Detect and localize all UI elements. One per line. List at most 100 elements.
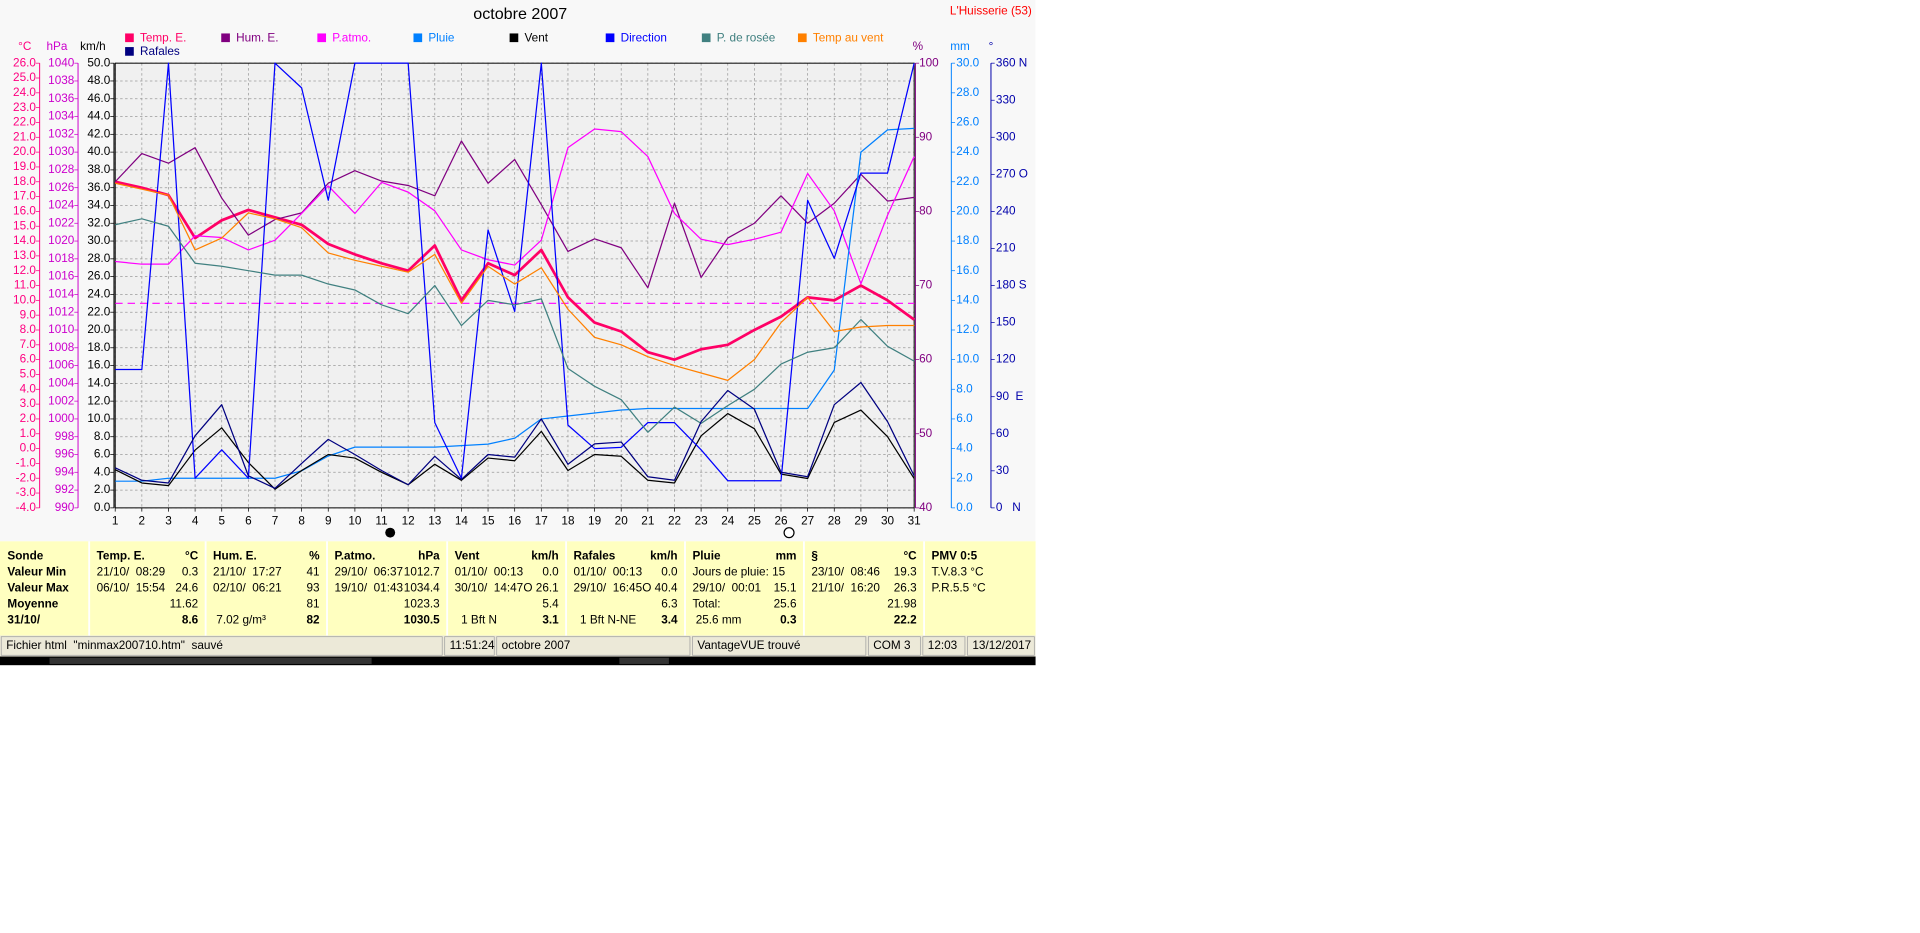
table-cell-label: 29/10/ 06:37 xyxy=(334,565,403,578)
y-tick-label: 14.0 xyxy=(13,234,36,247)
table-cell-label: 21/10/ 17:27 xyxy=(213,565,282,578)
y-tick-label: 26.0 xyxy=(956,116,979,129)
series-line xyxy=(115,62,915,482)
y-tick-label: 270 O xyxy=(996,167,1028,180)
y-tick-label: 120 xyxy=(996,353,1016,366)
y-tick-label: 20.0 xyxy=(13,145,36,158)
y-tick-label: 1040 xyxy=(48,56,75,69)
legend-label: Hum. E. xyxy=(236,32,278,45)
y-tick-label: 3.0 xyxy=(20,397,37,410)
y-tick-label: 23.0 xyxy=(13,101,36,114)
table-cell-value: 82 xyxy=(307,614,321,627)
table-cell-value: 81 xyxy=(307,598,320,611)
y-tick-label: 6.0 xyxy=(20,353,37,366)
legend-swatch xyxy=(509,33,519,43)
x-tick-label: 27 xyxy=(801,515,814,528)
y-tick-label: 8.0 xyxy=(956,382,973,395)
y-tick-label: 210 xyxy=(996,242,1016,255)
table-header: Temp. E. xyxy=(97,549,145,562)
series-line xyxy=(114,140,915,289)
series-line xyxy=(115,182,915,382)
y-tick-label: 1010 xyxy=(48,323,75,336)
y-tick-label: 46.0 xyxy=(87,92,110,105)
legend-label: Temp au vent xyxy=(813,32,884,45)
status-section xyxy=(922,636,966,656)
y-tick-label: 40 xyxy=(919,501,933,514)
table-cell-value: 1012.7 xyxy=(404,565,440,578)
x-tick-label: 24 xyxy=(721,515,735,528)
table-cell-label: 1 Bft N xyxy=(455,614,497,627)
y-tick-label: 90 E xyxy=(996,390,1024,403)
moon-icon xyxy=(783,527,795,539)
table-cell-label: 01/10/ 00:13 xyxy=(574,565,643,578)
legend-label: Pluie xyxy=(428,32,455,45)
table-cell-value: 1023.3 xyxy=(404,598,440,611)
legend-swatch xyxy=(701,33,711,43)
y-tick-label: 1038 xyxy=(48,74,75,87)
x-tick-label: 6 xyxy=(245,515,252,528)
table-cell-label: T.V.8.3 °C xyxy=(932,565,984,578)
y-tick-label: 24.0 xyxy=(956,145,979,158)
table-unit: km/h xyxy=(650,549,677,562)
table-cell-value: 0.3 xyxy=(182,565,199,578)
y-tick-label: -2.0 xyxy=(16,471,37,484)
x-tick-label: 15 xyxy=(482,515,496,528)
y-tick-label: 1006 xyxy=(48,359,75,372)
table-header: Rafales xyxy=(574,549,616,562)
y-tick-label: 2.0 xyxy=(20,412,37,425)
x-tick-label: 13 xyxy=(428,515,442,528)
table-cell-label: 02/10/ 06:21 xyxy=(213,581,282,594)
x-tick-label: 17 xyxy=(535,515,548,528)
table-cell-value: 0.3 xyxy=(780,614,797,627)
y-tick-label: 0.0 xyxy=(94,501,111,514)
x-tick-label: 11 xyxy=(375,515,387,528)
y-tick-label: 18.0 xyxy=(87,341,110,354)
y-tick-label: 90 xyxy=(919,130,933,143)
y-tick-label: 1022 xyxy=(48,216,74,229)
table-cell-value: 25.6 xyxy=(774,598,797,611)
y-tick-label: 0.0 xyxy=(20,442,37,455)
table-cell-value: 26.3 xyxy=(894,581,917,594)
x-tick-label: 4 xyxy=(192,515,199,528)
plot-area xyxy=(115,63,915,508)
y-tick-label: 48.0 xyxy=(87,74,110,87)
table-cell-label: 1 Bft N-NE xyxy=(574,614,637,627)
y-tick-label: 36.0 xyxy=(87,181,110,194)
x-tick-label: 30 xyxy=(881,515,895,528)
x-tick-label: 16 xyxy=(508,515,522,528)
y-tick-label: 19.0 xyxy=(13,160,36,173)
y-tick-label: 21.0 xyxy=(13,130,36,143)
table-cell-value: 21.98 xyxy=(887,598,917,611)
y-tick-label: 12.0 xyxy=(13,264,36,277)
taskbar-item xyxy=(619,657,669,664)
x-tick-label: 9 xyxy=(325,515,332,528)
table-cell-label: Valeur Max xyxy=(7,581,69,594)
table-cell-value: 6.3 xyxy=(661,598,678,611)
legend-swatch xyxy=(797,33,807,43)
x-tick-label: 29 xyxy=(854,515,867,528)
y-tick-label: 360 N xyxy=(996,56,1027,69)
y-tick-label: 16.0 xyxy=(87,359,110,372)
y-tick-label: 26.0 xyxy=(13,56,36,69)
y-tick-label: 100 xyxy=(919,56,939,69)
y-tick-label: 1004 xyxy=(48,376,75,389)
x-tick-label: 3 xyxy=(165,515,172,528)
table-cell-value: 24.6 xyxy=(175,581,198,594)
table-cell-label: Total: xyxy=(692,598,720,611)
y-tick-label: 30.0 xyxy=(956,56,979,69)
table-unit: °C xyxy=(185,549,199,562)
table-cell-label: 30/10/ 14:47 xyxy=(455,581,524,594)
table-cell-label: 06/10/ 15:54 xyxy=(97,581,166,594)
x-tick-label: 5 xyxy=(218,515,225,528)
status-text: 11:51:24 xyxy=(450,639,495,652)
y-tick-label: 300 xyxy=(996,130,1016,143)
legend-label: Direction xyxy=(621,32,667,45)
y-tick-label: 1024 xyxy=(48,199,75,212)
table-cell-label: 7.02 g/m³ xyxy=(213,614,266,627)
table-cell-value: 3.1 xyxy=(542,614,559,627)
legend-label: Temp. E. xyxy=(140,32,186,45)
x-tick-label: 18 xyxy=(561,515,575,528)
status-text: Fichier html "minmax200710.htm" sauvé xyxy=(6,639,223,652)
y-tick-label: 22.0 xyxy=(13,116,36,129)
